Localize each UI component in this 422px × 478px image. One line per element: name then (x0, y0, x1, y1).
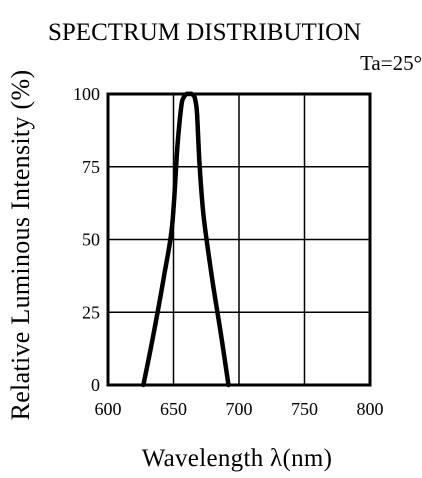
chart-title: SPECTRUM DISTRIBUTION (48, 19, 361, 46)
x-tick-label: 750 (291, 399, 318, 419)
y-tick-label: 25 (82, 302, 100, 322)
y-tick-label: 50 (82, 230, 100, 250)
plot-frame (106, 92, 372, 387)
grid (108, 94, 370, 385)
x-tick-label: 600 (95, 399, 122, 419)
y-tick-label: 100 (73, 84, 100, 104)
tick-labels: 600 650 700 750 800 100 75 50 25 0 (73, 84, 384, 419)
temperature-annotation: Ta=25° (360, 51, 422, 75)
y-axis-label: Relative Luminous Intensity (%) (6, 70, 35, 421)
x-tick-label: 800 (357, 399, 384, 419)
x-tick-label: 700 (226, 399, 253, 419)
x-axis-label: Wavelength λ(nm) (142, 445, 333, 472)
y-tick-label: 0 (91, 375, 100, 395)
x-tick-label: 650 (160, 399, 187, 419)
y-tick-label: 75 (82, 157, 100, 177)
